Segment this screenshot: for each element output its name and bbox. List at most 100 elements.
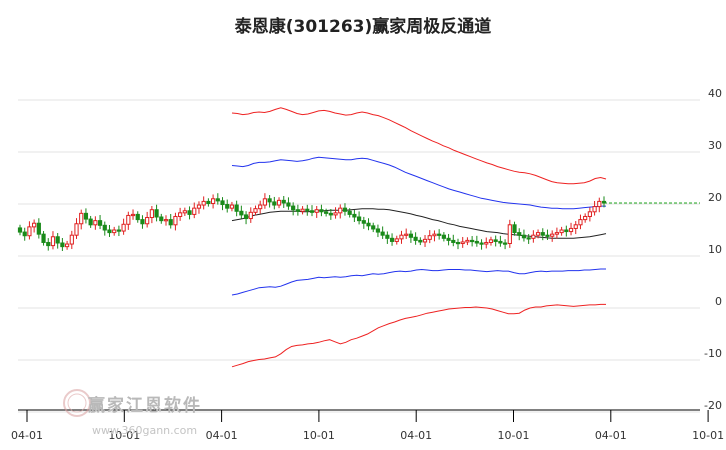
- x-tick-label: 04-01: [595, 429, 627, 442]
- candle-body: [112, 229, 117, 234]
- y-tick-label: 10: [708, 243, 722, 256]
- candle-body: [206, 200, 211, 204]
- candle-body: [36, 222, 41, 235]
- candle-body: [427, 235, 432, 240]
- y-tick-label: -10: [704, 347, 722, 360]
- candle-body: [545, 234, 550, 237]
- candle-body: [592, 206, 597, 213]
- candle-body: [64, 243, 70, 248]
- chart-title: 泰恩康(301263)赢家周极反通道: [234, 17, 492, 37]
- candle-body: [550, 233, 555, 237]
- candle-body: [102, 224, 107, 231]
- candle-body: [526, 237, 531, 240]
- candle-body: [441, 234, 446, 239]
- candle-body: [50, 236, 56, 247]
- candle-body: [502, 242, 508, 245]
- candle-body: [356, 216, 362, 222]
- candle-body: [531, 234, 536, 239]
- candle-body: [333, 212, 338, 216]
- candle-body: [361, 220, 366, 224]
- candle-body: [507, 224, 512, 245]
- candle-body: [229, 204, 235, 209]
- candle-body: [135, 213, 140, 221]
- watermark-name: 赢家江恩软件: [88, 396, 202, 416]
- candle-body: [243, 214, 249, 220]
- candle-body: [55, 236, 60, 244]
- candle-body: [116, 229, 122, 232]
- watermark-logo-icon: [63, 389, 91, 417]
- candle-body: [253, 208, 258, 213]
- candle-body: [178, 212, 183, 217]
- candle-body: [399, 234, 404, 240]
- candle-body: [587, 211, 592, 217]
- x-tick-label: 04-01: [206, 429, 238, 442]
- candle-body: [451, 239, 456, 243]
- candle-body: [432, 233, 437, 237]
- candle-body: [272, 201, 277, 206]
- candle-body: [295, 209, 300, 212]
- candle-body: [309, 210, 315, 213]
- candle-body: [32, 222, 37, 228]
- candle-body: [314, 209, 319, 213]
- candle-body: [281, 199, 286, 204]
- x-tick-label: 10-01: [108, 429, 140, 442]
- candle-body: [267, 198, 272, 203]
- candle-body: [484, 241, 489, 245]
- candle-body: [182, 210, 187, 214]
- candle-body: [564, 229, 569, 233]
- candle-body: [324, 211, 329, 214]
- candle-body: [17, 227, 23, 233]
- candle-body: [568, 227, 574, 233]
- candle-body: [535, 232, 541, 236]
- candle-body: [163, 219, 169, 222]
- candle-body: [140, 219, 145, 225]
- candle-body: [168, 219, 173, 226]
- candle-body: [149, 209, 154, 219]
- x-tick-label: 10-01: [692, 429, 724, 442]
- candle-body: [328, 212, 333, 216]
- candle-body: [220, 200, 225, 206]
- candle-body: [559, 229, 564, 234]
- x-tick-label: 10-01: [303, 429, 335, 442]
- y-tick-label: 40: [708, 87, 722, 100]
- candle-body: [79, 212, 84, 225]
- candle-body: [488, 239, 494, 243]
- candle-body: [371, 225, 376, 230]
- band-line-inner-upper: [231, 156, 606, 210]
- candle-body: [262, 198, 268, 206]
- candle-body: [512, 224, 517, 234]
- candle-body: [319, 209, 324, 213]
- candle-body: [418, 239, 423, 243]
- candle-body: [121, 223, 126, 232]
- candle-body: [578, 219, 583, 226]
- candle-body: [286, 202, 291, 207]
- y-tick-label: 30: [708, 139, 722, 152]
- y-tick-label: -20: [704, 399, 722, 412]
- candle-body: [248, 211, 253, 220]
- candle-body: [305, 208, 310, 212]
- candle-body: [159, 216, 164, 222]
- candle-body: [394, 238, 399, 242]
- candle-body: [276, 199, 282, 206]
- candle-body: [83, 212, 89, 220]
- candle-body: [347, 210, 352, 215]
- x-tick-label: 10-01: [498, 429, 530, 442]
- candle-body: [291, 205, 296, 211]
- candle-body: [437, 233, 442, 236]
- band-line-middle: [231, 208, 607, 239]
- candle-body: [192, 207, 197, 215]
- candle-body: [93, 220, 98, 226]
- x-tick-label: 04-01: [11, 429, 43, 442]
- candle-body: [601, 200, 607, 204]
- candle-body: [215, 198, 220, 202]
- candle-body: [145, 217, 150, 225]
- candle-body: [521, 234, 527, 239]
- candle-body: [413, 236, 418, 241]
- candle-body: [46, 241, 51, 247]
- candle-body: [465, 239, 470, 243]
- candle-body: [352, 213, 357, 218]
- candle-body: [422, 238, 428, 243]
- candle-body: [474, 240, 479, 244]
- candle-body: [446, 237, 451, 241]
